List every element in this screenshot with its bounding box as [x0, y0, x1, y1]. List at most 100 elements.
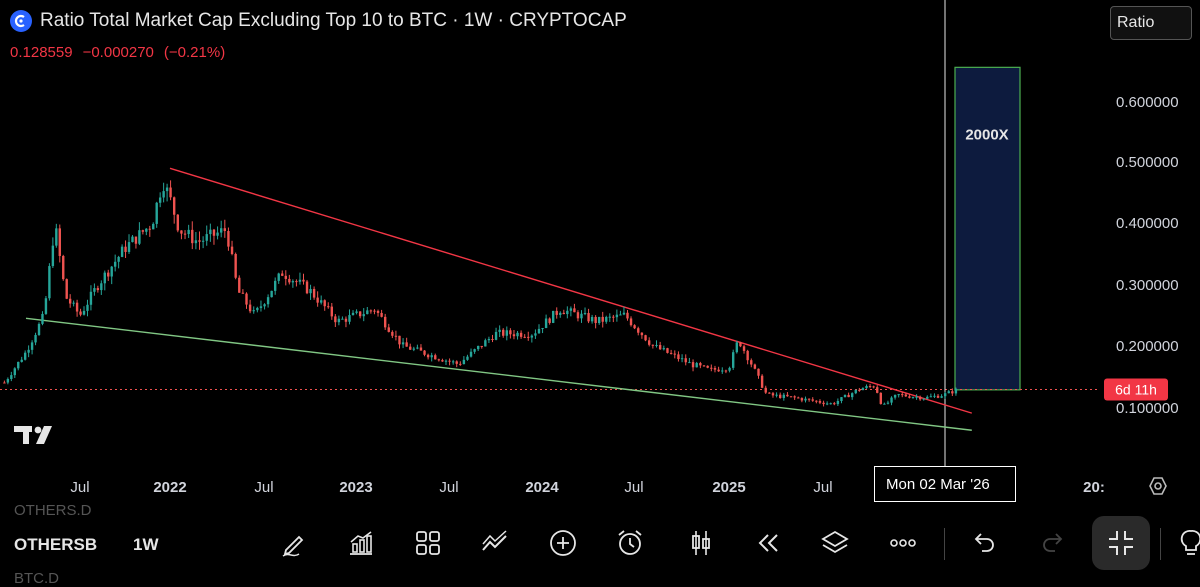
candle: [562, 312, 565, 315]
candle: [309, 288, 312, 294]
candle: [551, 310, 555, 323]
price-axis-label: 0.100000: [1116, 400, 1179, 417]
candle: [640, 332, 644, 336]
candle: [673, 353, 676, 355]
candle: [566, 310, 569, 315]
candle: [373, 310, 376, 312]
candle: [416, 347, 419, 349]
candle: [103, 272, 106, 284]
idea-bulb-icon[interactable]: [1176, 528, 1200, 558]
candle: [319, 300, 323, 303]
candle: [922, 398, 925, 400]
draw-pen-icon[interactable]: [279, 528, 309, 558]
candle: [187, 229, 190, 235]
candle: [194, 240, 198, 244]
add-circle-icon[interactable]: [548, 528, 578, 558]
candle: [145, 228, 148, 232]
candle: [201, 240, 205, 242]
time-cursor-label: Mon 02 Mar '26: [874, 466, 1016, 502]
candle: [291, 281, 295, 283]
candle: [800, 398, 804, 401]
candle: [37, 323, 41, 335]
candle: [498, 329, 501, 332]
candle: [23, 352, 27, 360]
candle: [544, 318, 548, 329]
price-chart[interactable]: 0.600000 0.500000 0.400000 0.300000 0.200000…: [0, 0, 1200, 505]
layout-grid-icon[interactable]: [413, 528, 443, 558]
redo-icon[interactable]: [1038, 528, 1068, 558]
candle: [216, 232, 219, 236]
candle: [169, 187, 172, 198]
candle: [662, 348, 666, 350]
layers-icon[interactable]: [820, 528, 850, 558]
candle: [786, 394, 789, 397]
candle: [893, 394, 897, 398]
candle: [901, 394, 904, 396]
candle: [281, 273, 284, 276]
candle: [86, 304, 89, 311]
candle: [270, 290, 273, 298]
resistance-trendline: [169, 167, 973, 414]
candle: [512, 334, 516, 337]
more-options-icon[interactable]: [888, 528, 918, 558]
price-quote: 0.128559 −0.000270 (−0.21%): [10, 44, 235, 61]
alarm-clock-icon[interactable]: [615, 528, 645, 558]
candle: [219, 228, 223, 233]
candle: [713, 368, 717, 370]
candle: [523, 336, 526, 338]
candle: [731, 352, 735, 368]
fullscreen-button[interactable]: [1092, 516, 1150, 570]
candle: [886, 402, 890, 404]
candle: [597, 316, 601, 324]
candle: [576, 312, 580, 319]
scale-selector[interactable]: Ratio: [1110, 6, 1192, 40]
candle: [622, 312, 626, 315]
candle: [48, 266, 51, 299]
time-axis-label: Jul: [813, 479, 832, 496]
candle: [648, 340, 651, 345]
candle: [619, 314, 622, 316]
candle: [476, 345, 480, 350]
candle: [537, 328, 541, 334]
candle: [245, 293, 248, 305]
candle: [330, 306, 333, 317]
candle: [79, 311, 82, 315]
candle: [341, 318, 344, 320]
candle: [861, 388, 865, 391]
candle: [669, 352, 673, 354]
candle: [601, 316, 604, 322]
candlestick-icon[interactable]: [686, 528, 716, 558]
compare-trend-icon[interactable]: [480, 528, 510, 558]
candle: [288, 278, 291, 283]
candle: [541, 328, 544, 330]
candle: [644, 335, 647, 341]
candle: [426, 354, 430, 358]
candle: [868, 386, 872, 388]
symbol-selector[interactable]: OTHERSB: [14, 535, 98, 554]
candle: [141, 230, 145, 232]
candle: [124, 246, 127, 252]
candle: [717, 369, 720, 372]
time-axis-label: Jul: [624, 479, 643, 496]
timeframe-selector[interactable]: 1W: [133, 535, 159, 554]
candle: [27, 349, 30, 353]
settings-gear-icon[interactable]: [1146, 474, 1170, 498]
candle: [580, 313, 583, 319]
candle: [699, 363, 702, 366]
candle: [387, 327, 390, 332]
countdown-label: 6d 11h: [1115, 382, 1157, 398]
candle: [55, 228, 58, 246]
ghost-symbol-below: BTC.D: [14, 570, 59, 587]
undo-icon[interactable]: [969, 528, 999, 558]
replay-rewind-icon[interactable]: [753, 528, 783, 558]
candle: [750, 360, 753, 365]
candle: [41, 313, 44, 324]
candle: [615, 314, 619, 318]
tradingview-logo-icon: [14, 426, 52, 444]
candle: [358, 311, 362, 317]
candle: [362, 314, 365, 317]
candle: [825, 403, 829, 405]
candle: [191, 229, 194, 244]
candle: [695, 363, 698, 368]
indicators-icon[interactable]: [346, 528, 376, 558]
